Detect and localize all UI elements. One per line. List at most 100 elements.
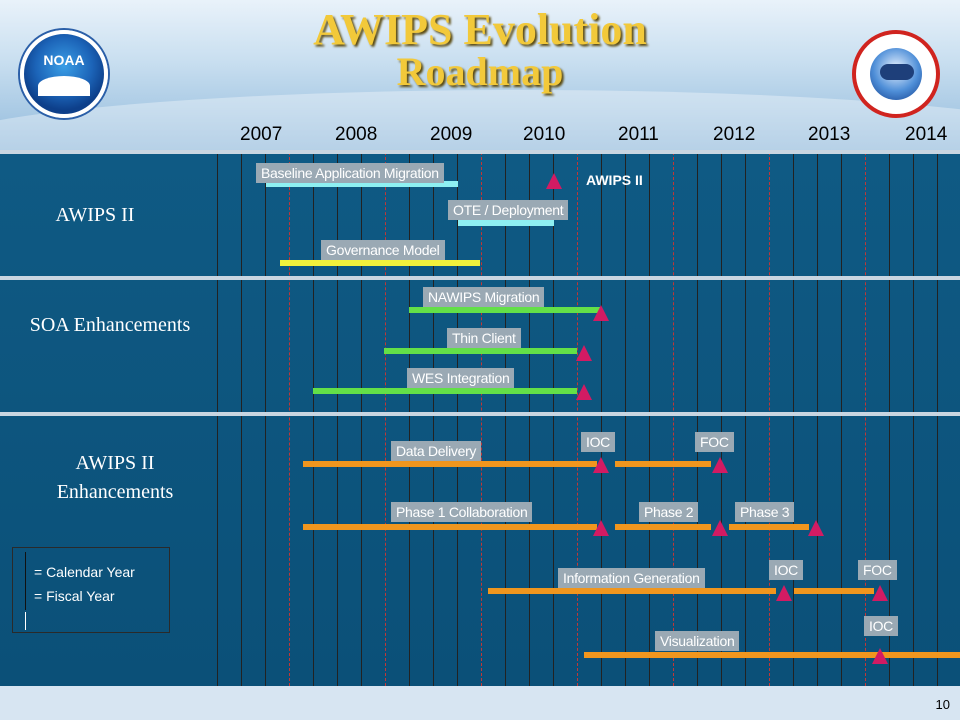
grid-line: [529, 152, 530, 686]
grid-line: [817, 152, 818, 686]
bar-label-information-generation: Information Generation: [558, 568, 705, 588]
grid-line: [241, 152, 242, 686]
grid-line: [937, 152, 938, 686]
fiscal-year-line: [769, 152, 770, 686]
bar-data-delivery-foc: [615, 461, 711, 467]
bar-label-data-delivery: Data Delivery: [391, 441, 482, 461]
grid-line: [217, 152, 218, 686]
page-number: 10: [935, 697, 950, 712]
grid-line: [793, 152, 794, 686]
section-label-enhancements: AWIPS II Enhancements: [56, 452, 174, 503]
fiscal-year-line: [577, 152, 578, 686]
milestone-label-foc: FOC: [858, 560, 897, 580]
page-title: AWIPS Evolution: [313, 5, 647, 54]
noaa-logo: NOAA: [20, 30, 108, 118]
year-label-2012: 2012: [713, 124, 756, 145]
milestone-label-awips-ii: AWIPS II: [586, 172, 643, 188]
milestone-phase-1-marker: [593, 520, 609, 536]
year-label-2010: 2010: [523, 124, 566, 145]
bar-label-phase-2: Phase 2: [639, 502, 699, 522]
grid-line: [913, 152, 914, 686]
milestone-awips-ii-marker: [546, 173, 562, 189]
milestone-label-ioc: IOC: [864, 616, 898, 636]
bar-label-phase-3: Phase 3: [735, 502, 795, 522]
bar-label-thin-client: Thin Client: [447, 328, 521, 348]
nws-logo: [852, 30, 940, 118]
nws-cloud-icon: [880, 64, 914, 80]
bar-data-delivery: [303, 461, 597, 467]
year-label-2009: 2009: [430, 124, 473, 145]
milestone-phase-3-marker: [808, 520, 824, 536]
section-divider: [0, 412, 960, 416]
bar-phase-1-collaboration: [303, 524, 597, 530]
milestone-visualization-ioc-marker: [872, 648, 888, 664]
bar-visualization: [584, 652, 960, 658]
year-label-2008: 2008: [335, 124, 378, 145]
bar-label-baseline-application-migration: Baseline Application Migration: [256, 163, 444, 183]
grid-line: [409, 152, 410, 686]
grid-line: [337, 152, 338, 686]
grid-line: [553, 152, 554, 686]
milestone-wes-marker: [576, 384, 592, 400]
bar-label-wes-integration: WES Integration: [407, 368, 515, 388]
milestone-label-ioc: IOC: [769, 560, 803, 580]
year-label-2011: 2011: [618, 124, 659, 145]
legend-calendar-year: = Calendar Year: [34, 564, 135, 580]
grid-line: [601, 152, 602, 686]
bar-label-governance-model: Governance Model: [321, 240, 445, 260]
legend-box: [12, 547, 170, 633]
milestone-phase-2-marker: [712, 520, 728, 536]
grid-line: [505, 152, 506, 686]
grid-line: [457, 152, 458, 686]
bar-label-ote-deployment: OTE / Deployment: [448, 200, 569, 220]
grid-line: [361, 152, 362, 686]
year-label-2014: 2014: [905, 124, 948, 145]
milestone-nawips-marker: [593, 305, 609, 321]
grid-line: [265, 152, 266, 686]
timeline-background: [0, 152, 960, 686]
section-divider: [0, 276, 960, 280]
legend-calendar-line: [25, 552, 26, 610]
section-label-soa: SOA Enhancements: [29, 314, 191, 336]
year-label-2007: 2007: [240, 124, 283, 145]
grid-line: [313, 152, 314, 686]
bar-information-generation-foc: [794, 588, 874, 594]
noaa-logo-text: NOAA: [43, 52, 85, 68]
bar-wes-integration: [313, 388, 577, 394]
fiscal-year-line: [289, 152, 290, 686]
fiscal-year-line: [865, 152, 866, 686]
bar-nawips-migration: [409, 307, 601, 313]
footer: [0, 686, 960, 720]
grid-line: [649, 152, 650, 686]
legend-fiscal-line: [25, 612, 26, 630]
fiscal-year-line: [673, 152, 674, 686]
fiscal-year-line: [385, 152, 386, 686]
bar-thin-client: [384, 348, 577, 354]
grid-line: [433, 152, 434, 686]
section-label-awips-ii: AWIPS II: [55, 204, 135, 226]
bar-baseline-application-migration: [266, 181, 458, 187]
grid-line: [721, 152, 722, 686]
milestone-info-gen-foc-marker: [872, 585, 888, 601]
fiscal-year-line: [481, 152, 482, 686]
bar-phase-3: [729, 524, 809, 530]
bar-governance-model: [280, 260, 480, 266]
milestone-info-gen-ioc-marker: [776, 585, 792, 601]
bar-label-nawips-migration: NAWIPS Migration: [423, 287, 545, 307]
grid-line: [625, 152, 626, 686]
milestone-label-ioc: IOC: [581, 432, 615, 452]
grid-line: [841, 152, 842, 686]
bar-ote-deployment: [458, 220, 554, 226]
milestone-data-delivery-ioc-marker: [593, 457, 609, 473]
milestone-data-delivery-foc-marker: [712, 457, 728, 473]
bar-phase-2: [615, 524, 711, 530]
grid-line: [889, 152, 890, 686]
section-divider: [0, 150, 960, 154]
milestone-thin-client-marker: [576, 345, 592, 361]
year-label-2013: 2013: [808, 124, 851, 145]
noaa-bird-icon: [38, 76, 90, 96]
page-subtitle: Roadmap: [396, 49, 564, 94]
bar-label-visualization: Visualization: [655, 631, 740, 651]
grid-line: [697, 152, 698, 686]
